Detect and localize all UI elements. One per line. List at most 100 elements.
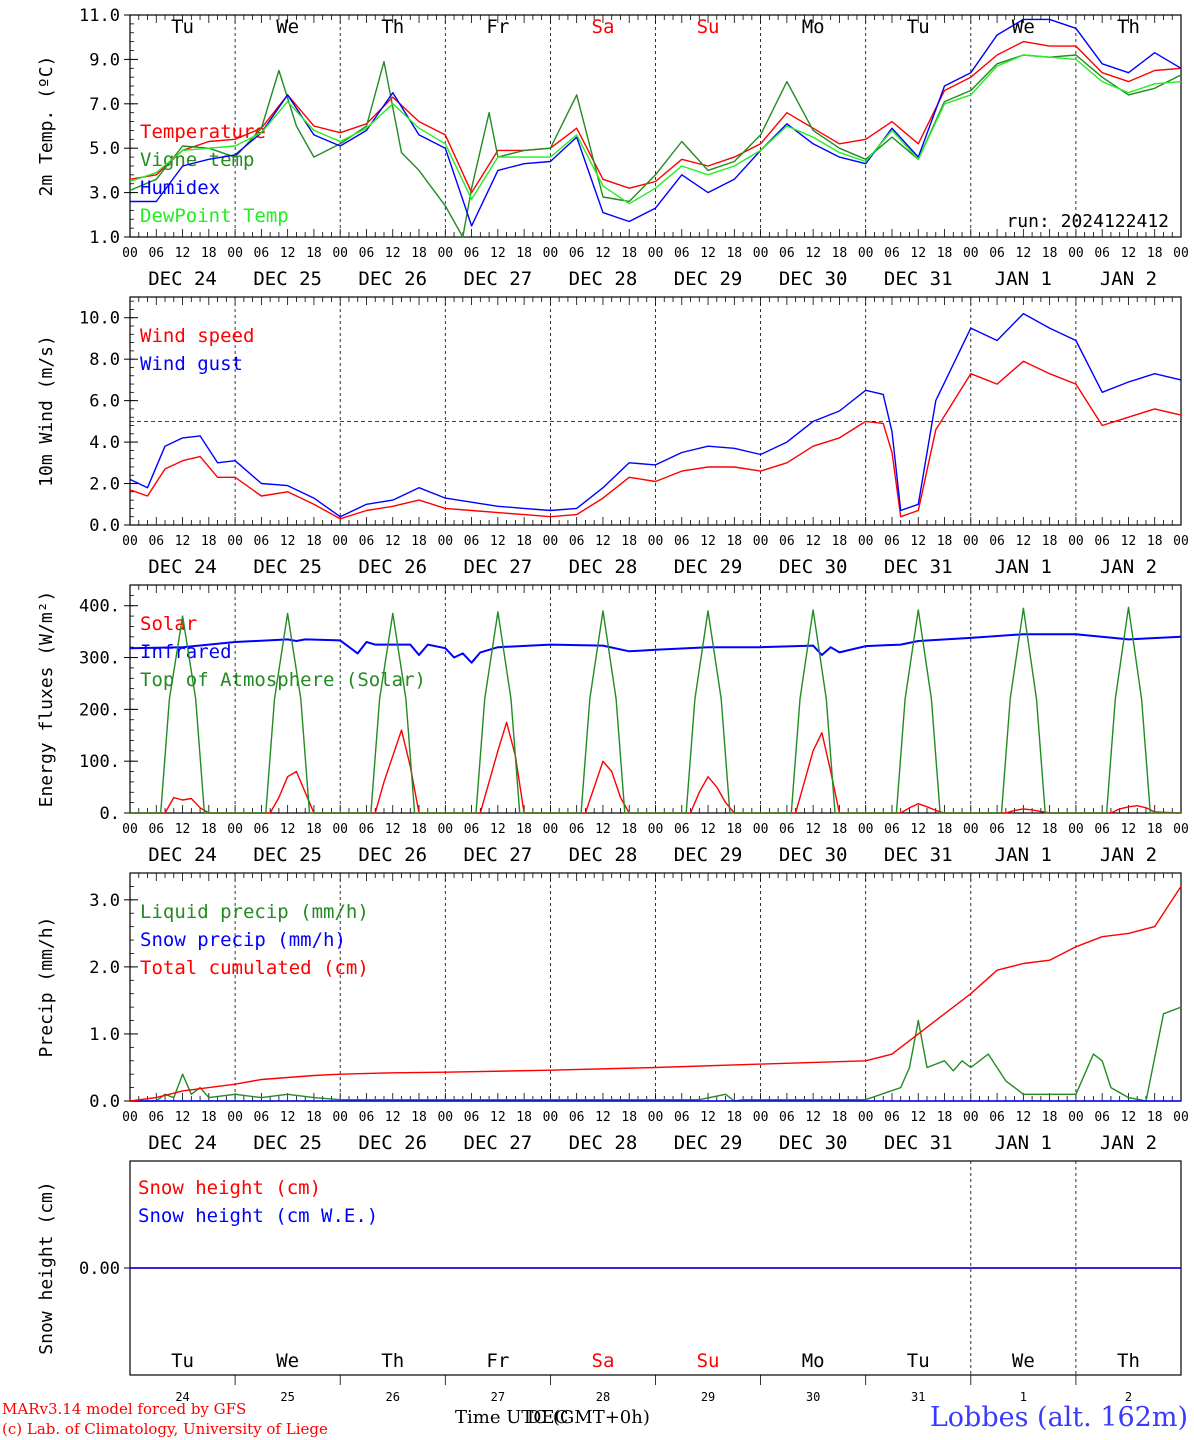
weekday-label: We xyxy=(276,16,299,38)
date-label: JAN 2 xyxy=(1100,1132,1157,1154)
station-name: Lobbes (alt. 162m) xyxy=(929,1402,1188,1433)
weekday-label: We xyxy=(1012,16,1035,38)
y-tick-label: 100. xyxy=(79,752,120,772)
hour-tick-label: 18 xyxy=(411,822,427,837)
legend-entry: Wind speed xyxy=(140,325,254,347)
hour-tick-label: 06 xyxy=(359,822,375,837)
hour-tick-label: 00 xyxy=(1068,246,1084,261)
hour-tick-label: 12 xyxy=(280,534,296,549)
hour-tick-label: 18 xyxy=(621,534,637,549)
hour-tick-label: 00 xyxy=(963,822,979,837)
hour-tick-label: 06 xyxy=(779,246,795,261)
y-tick-label: 6.0 xyxy=(89,392,120,412)
hour-tick-label: 06 xyxy=(464,822,480,837)
hour-tick-label: 12 xyxy=(1121,822,1137,837)
hour-tick-label: 06 xyxy=(884,1110,900,1125)
series-line xyxy=(129,886,1182,1102)
hour-tick-label: 06 xyxy=(148,1110,164,1125)
hour-tick-label: 12 xyxy=(805,822,821,837)
hour-tick-label: 18 xyxy=(937,822,953,837)
weekday-label: Sa xyxy=(592,1350,615,1372)
date-label: DEC 30 xyxy=(779,1132,848,1154)
y-tick-label: 1.0 xyxy=(89,1025,120,1045)
day-number-label: 29 xyxy=(701,1390,715,1404)
hour-tick-label: 18 xyxy=(832,822,848,837)
hour-tick-label: 00 xyxy=(648,246,664,261)
hour-tick-label: 12 xyxy=(700,534,716,549)
date-label: DEC 28 xyxy=(569,844,638,866)
legend-entry: Humidex xyxy=(140,177,220,199)
hour-tick-label: 18 xyxy=(726,1110,742,1125)
hour-tick-label: 12 xyxy=(1016,822,1032,837)
hour-tick-label: 12 xyxy=(805,1110,821,1125)
date-label: DEC 27 xyxy=(464,844,533,866)
hour-tick-label: 12 xyxy=(700,822,716,837)
hour-tick-label: 12 xyxy=(280,246,296,261)
day-number-label: 26 xyxy=(386,1390,400,1404)
hour-tick-label: 12 xyxy=(175,246,191,261)
hour-tick-label: 06 xyxy=(674,822,690,837)
legend-entry: Top of Atmosphere (Solar) xyxy=(140,669,426,691)
date-label: DEC 25 xyxy=(253,1132,322,1154)
hour-tick-label: 06 xyxy=(674,1110,690,1125)
hour-tick-label: 06 xyxy=(254,822,270,837)
y-axis-label: 10m Wind (m/s) xyxy=(36,335,57,487)
weekday-label: Mo xyxy=(802,1350,825,1372)
hour-tick-label: 12 xyxy=(385,1110,401,1125)
hour-tick-label: 00 xyxy=(648,1110,664,1125)
legend-entry: Total cumulated (cm) xyxy=(140,957,369,979)
hour-tick-label: 00 xyxy=(227,246,243,261)
hour-tick-label: 18 xyxy=(306,246,322,261)
hour-tick-label: 12 xyxy=(280,822,296,837)
series-line xyxy=(129,312,1182,518)
hour-tick-label: 00 xyxy=(332,534,348,549)
day-number-label: 1 xyxy=(1020,1390,1027,1404)
y-tick-label: 3.0 xyxy=(89,184,120,204)
hour-tick-label: 06 xyxy=(884,246,900,261)
date-label: DEC 28 xyxy=(569,556,638,578)
weekday-label: Su xyxy=(697,1350,720,1372)
hour-tick-label: 12 xyxy=(175,822,191,837)
hour-tick-label: 00 xyxy=(122,1110,138,1125)
hour-tick-label: 12 xyxy=(595,246,611,261)
hour-tick-label: 06 xyxy=(779,534,795,549)
hour-tick-label: 06 xyxy=(1094,1110,1110,1125)
hour-tick-label: 00 xyxy=(648,822,664,837)
legend-entry: Wind gust xyxy=(140,353,243,375)
date-label: DEC 26 xyxy=(358,268,427,290)
hour-tick-label: 12 xyxy=(910,1110,926,1125)
hour-tick-label: 12 xyxy=(490,822,506,837)
date-label: DEC 25 xyxy=(253,844,322,866)
hour-tick-label: 00 xyxy=(437,822,453,837)
time-axis-overlap: DEC xyxy=(527,1407,569,1428)
hour-tick-label: 00 xyxy=(753,822,769,837)
hour-tick-label: 00 xyxy=(1173,534,1189,549)
hour-tick-label: 12 xyxy=(1016,246,1032,261)
hour-tick-label: 18 xyxy=(726,246,742,261)
day-number-label: 25 xyxy=(280,1390,294,1404)
date-label: DEC 25 xyxy=(253,268,322,290)
lab-credit: (c) Lab. of Climatology, University of L… xyxy=(2,1420,328,1438)
hour-tick-label: 06 xyxy=(1094,534,1110,549)
hour-tick-label: 06 xyxy=(359,246,375,261)
hour-tick-label: 06 xyxy=(779,1110,795,1125)
hour-tick-label: 18 xyxy=(1147,1110,1163,1125)
y-tick-label: 10.0 xyxy=(79,309,120,329)
date-label: DEC 27 xyxy=(464,556,533,578)
hour-tick-label: 12 xyxy=(595,1110,611,1125)
hour-tick-label: 18 xyxy=(621,1110,637,1125)
date-label: DEC 31 xyxy=(884,556,953,578)
hour-tick-label: 06 xyxy=(569,534,585,549)
hour-tick-label: 18 xyxy=(1147,246,1163,261)
series-line xyxy=(130,1006,1182,1102)
hour-tick-label: 18 xyxy=(411,534,427,549)
hour-tick-label: 00 xyxy=(963,1110,979,1125)
hour-tick-label: 00 xyxy=(122,534,138,549)
weekday-label: Th xyxy=(381,1350,404,1372)
weekday-label: Mo xyxy=(802,16,825,38)
hour-tick-label: 06 xyxy=(569,822,585,837)
y-tick-label: 400. xyxy=(79,597,120,617)
date-label: JAN 1 xyxy=(995,556,1052,578)
hour-tick-label: 12 xyxy=(385,246,401,261)
